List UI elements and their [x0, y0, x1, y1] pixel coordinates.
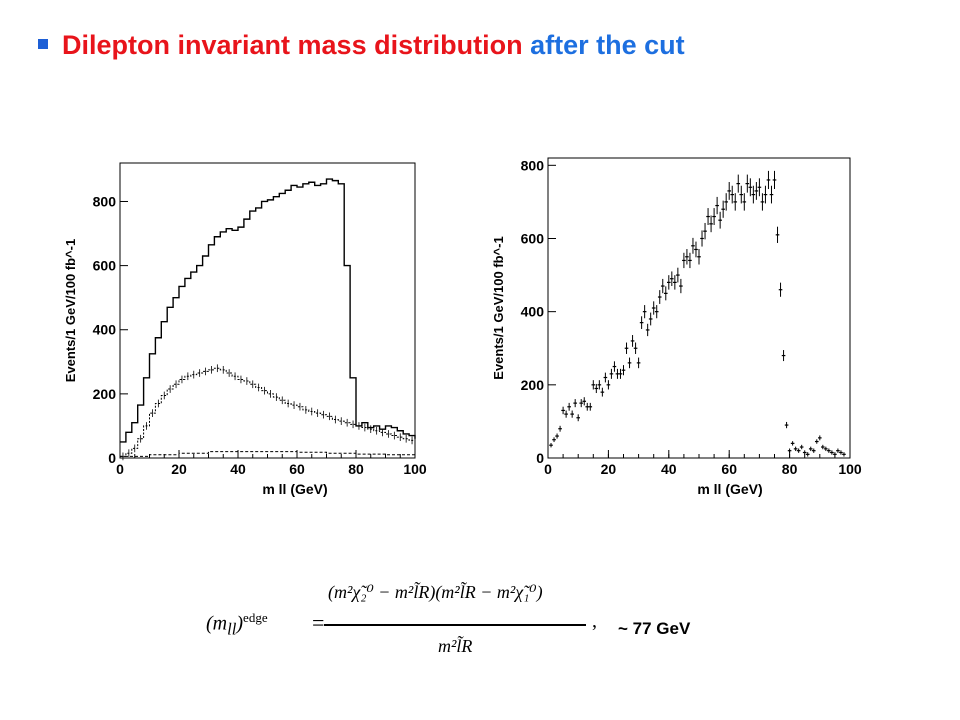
left-y-tick-label: 600 [93, 258, 117, 274]
formula-lhs: (mll)edge [206, 610, 268, 639]
left-chart-frame [10, 130, 415, 490]
left-y-tick-label: 0 [108, 450, 116, 466]
right-x-tick-label: 0 [544, 461, 552, 477]
left-x-tick-label: 20 [171, 461, 187, 477]
right-y-tick-label: 0 [536, 450, 544, 466]
left-x-tick-label: 100 [403, 461, 427, 477]
slide-title: Dilepton invariant mass distribution aft… [38, 30, 685, 61]
left-x-tick-label: 60 [289, 461, 305, 477]
square-bullet-icon [38, 39, 48, 49]
left-y-axis-label: Events/1 GeV/100 fb^-1 [63, 239, 78, 382]
formula-numerator: (m²χ̃₂⁰ − m²l̃R)(m²l̃R − m²χ̃₁⁰) [328, 582, 543, 602]
left-x-axis-label: m ll (GeV) [262, 481, 327, 497]
right-x-tick-label: 20 [601, 461, 617, 477]
title-blue-part: after the cut [530, 30, 685, 60]
left-y-tick-label: 400 [93, 322, 117, 338]
right-y-tick-label: 400 [521, 304, 545, 320]
left-y-tick-label: 800 [93, 193, 117, 209]
left-series-noisy-flat [120, 451, 416, 457]
left-x-tick-label: 0 [116, 461, 124, 477]
right-x-tick-label: 60 [721, 461, 737, 477]
right-x-tick-label: 40 [661, 461, 677, 477]
right-x-tick-label: 80 [782, 461, 798, 477]
left-x-tick-label: 80 [348, 461, 364, 477]
right-y-axis-label: Events/1 GeV/100 fb^-1 [491, 236, 506, 379]
left-y-tick-label: 200 [93, 386, 117, 402]
formula-equals: = [312, 610, 325, 635]
right-x-axis-label: m ll (GeV) [697, 481, 762, 497]
right-x-tick-label: 100 [838, 461, 862, 477]
left-series-solid-step [120, 178, 416, 443]
right-y-tick-label: 800 [521, 157, 545, 173]
right-y-tick-label: 600 [521, 230, 545, 246]
edge-formula: (mll)edge = (m²χ̃₂⁰ − m²l̃R)(m²l̃R − m²χ… [200, 578, 600, 688]
title-red-part: Dilepton invariant mass distribution [62, 30, 523, 60]
formula-fraction-bar [324, 624, 586, 626]
edge-value-note: ~ 77 GeV [618, 619, 691, 638]
formula-comma: , [592, 610, 597, 632]
right-y-tick-label: 200 [521, 377, 545, 393]
right-chart-frame [485, 130, 870, 500]
left-series-dotted-with-errors [120, 367, 416, 457]
formula-denominator: m²l̃R [438, 636, 473, 656]
left-x-tick-label: 40 [230, 461, 246, 477]
